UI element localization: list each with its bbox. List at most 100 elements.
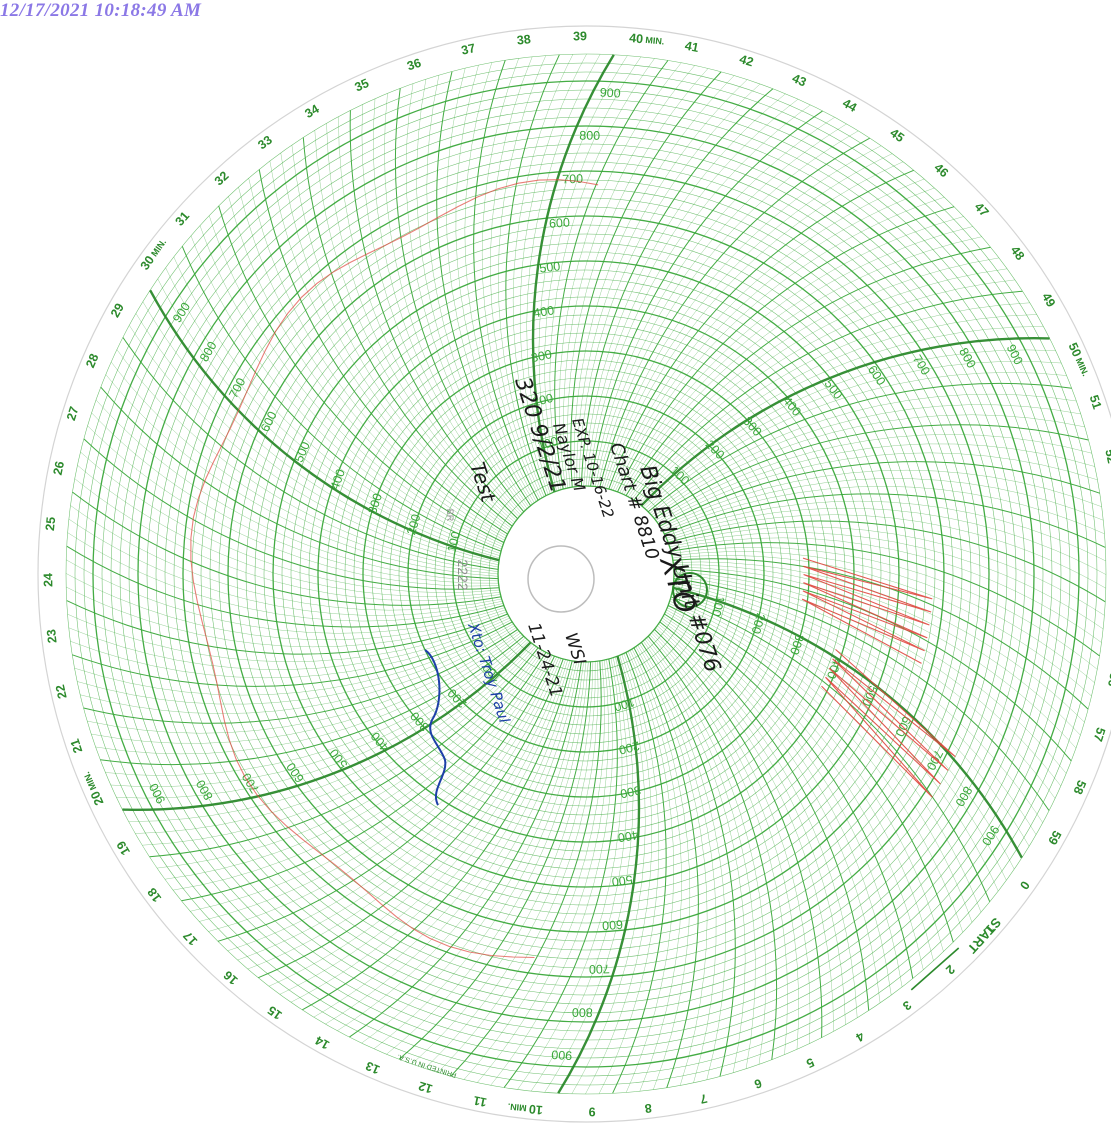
time-arc xyxy=(91,412,499,584)
scale-label: 100 xyxy=(445,530,464,554)
time-arc xyxy=(670,596,991,902)
time-arc xyxy=(599,137,870,488)
time-arc xyxy=(519,53,587,494)
minute-label: 22 xyxy=(53,683,70,700)
minute-label: 29 xyxy=(108,301,127,320)
pen-spikes xyxy=(821,649,956,798)
time-arc xyxy=(314,130,514,525)
brand-logo-icon xyxy=(672,572,708,608)
minute-label: 36 xyxy=(405,56,423,74)
time-arc-major xyxy=(122,641,532,811)
time-arc xyxy=(592,117,835,487)
minute-label: 50 xyxy=(1065,341,1084,360)
time-arc xyxy=(142,301,499,563)
minute-label: 6 xyxy=(752,1076,763,1092)
time-arc xyxy=(621,226,973,494)
time-arc xyxy=(526,54,601,493)
time-arc xyxy=(610,178,925,490)
minute-label: 58 xyxy=(1070,778,1088,796)
time-arc xyxy=(95,634,523,755)
minor-ring xyxy=(299,287,873,861)
time-arc xyxy=(384,93,523,514)
time-arc xyxy=(606,161,904,489)
time-arc xyxy=(585,654,653,1095)
major-ring xyxy=(407,395,765,753)
time-arc xyxy=(554,60,669,490)
minor-ring xyxy=(290,278,882,870)
time-arc xyxy=(66,600,508,655)
time-arc xyxy=(436,71,532,506)
time-arc xyxy=(671,594,999,892)
scan-timestamp: 12/17/2021 10:18:49 AM xyxy=(0,0,202,21)
time-arc xyxy=(530,657,628,1092)
time-arc xyxy=(67,532,504,622)
time-arc xyxy=(361,104,520,517)
time-arc xyxy=(455,65,535,503)
time-arc xyxy=(538,55,628,492)
time-arc xyxy=(633,290,1023,501)
time-arc xyxy=(667,607,944,952)
time-arc xyxy=(373,661,587,1049)
time-arc xyxy=(608,169,914,490)
time-arc xyxy=(517,658,623,1090)
minute-label: 28 xyxy=(83,352,101,370)
time-arc xyxy=(325,661,578,1025)
scale-label: 100 xyxy=(709,594,728,618)
time-arc xyxy=(633,647,699,1088)
start-arrow-icon xyxy=(910,947,960,991)
time-arc xyxy=(116,349,499,572)
minute-label: 24 xyxy=(41,573,55,587)
time-arc xyxy=(635,646,708,1086)
min-suffix-label: MIN. xyxy=(507,1101,527,1113)
minute-label: 23 xyxy=(44,628,60,643)
time-arc xyxy=(326,123,515,523)
time-arc xyxy=(463,660,605,1080)
time-arc xyxy=(580,88,774,487)
time-arc xyxy=(639,643,726,1080)
scale-label: 500 xyxy=(539,259,561,275)
time-arc-major xyxy=(149,289,500,562)
time-arc xyxy=(77,625,515,705)
minute-label: 42 xyxy=(738,52,756,70)
minor-ring xyxy=(65,53,1107,1095)
time-arc xyxy=(664,493,1106,548)
time-arc xyxy=(338,116,517,521)
time-arc xyxy=(269,161,509,533)
minor-ring xyxy=(371,359,801,789)
time-arc xyxy=(87,631,520,734)
scale-label: 800 xyxy=(572,1005,593,1019)
time-arc xyxy=(268,659,566,987)
time-arc xyxy=(612,652,667,1094)
center-code: BR xyxy=(445,509,455,522)
time-arc xyxy=(149,647,539,858)
time-arc xyxy=(173,651,545,891)
time-arc xyxy=(122,337,499,570)
major-ring xyxy=(362,350,810,798)
time-arc xyxy=(668,520,1106,603)
time-arc xyxy=(65,573,506,641)
time-arc xyxy=(238,187,506,539)
time-arc xyxy=(66,586,507,648)
minute-label: 59 xyxy=(1045,828,1064,847)
center-hole xyxy=(527,545,595,613)
time-arc xyxy=(604,153,893,488)
time-arc xyxy=(217,655,555,942)
time-arc xyxy=(643,640,746,1073)
time-arc xyxy=(181,652,547,902)
minor-ring xyxy=(128,116,1044,1032)
time-arc xyxy=(668,526,1105,616)
time-arc xyxy=(481,58,541,500)
time-arc xyxy=(651,632,799,1050)
minor-ring xyxy=(218,206,954,942)
time-arc xyxy=(116,640,529,799)
time-arc xyxy=(667,605,954,943)
time-arc xyxy=(629,650,682,1092)
minute-label: 48 xyxy=(1008,243,1028,263)
time-arc xyxy=(657,625,846,1025)
time-arc xyxy=(227,656,557,952)
time-arc xyxy=(72,491,502,606)
time-arc xyxy=(623,236,982,495)
time-arc xyxy=(129,325,499,568)
time-arc xyxy=(416,79,528,509)
scale-label: 500 xyxy=(611,872,633,888)
